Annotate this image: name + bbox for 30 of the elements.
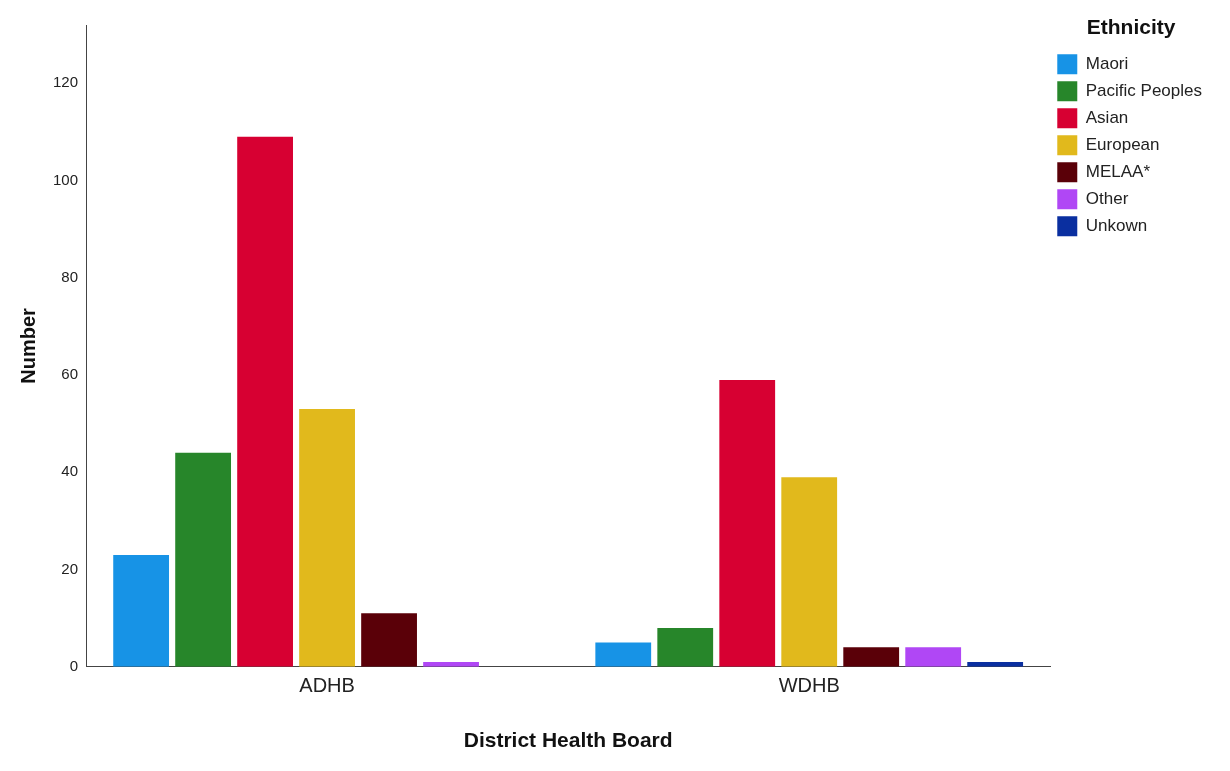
legend-label: European	[1085, 134, 1160, 154]
x-axis-title: District Health Board	[463, 728, 673, 752]
bar	[175, 452, 232, 667]
legend-label: Asian	[1085, 107, 1129, 127]
x-tick-label: ADHB	[299, 674, 355, 697]
bar	[905, 647, 962, 667]
legend-label: Other	[1085, 188, 1129, 208]
bar	[595, 642, 652, 667]
y-tick-label: 60	[61, 365, 79, 383]
legend-label: Unkown	[1085, 215, 1148, 235]
y-tick-label: 80	[61, 267, 79, 285]
bar	[781, 477, 838, 667]
bar	[657, 627, 714, 667]
legend-title: Ethnicity	[1086, 15, 1176, 39]
bar	[719, 379, 776, 667]
y-tick-label: 0	[69, 656, 79, 674]
bar	[299, 409, 355, 667]
legend-label: MELAA*	[1085, 161, 1151, 181]
bar	[843, 647, 900, 667]
bar	[237, 136, 293, 667]
bar	[361, 613, 417, 667]
legend-label: Maori	[1085, 53, 1129, 73]
y-tick-label: 20	[61, 559, 79, 577]
bar	[113, 554, 170, 667]
x-tick-label: WDHB	[778, 674, 840, 697]
y-tick-label: 100	[53, 170, 79, 188]
y-tick-label: 40	[61, 462, 79, 480]
y-axis-title: Number	[16, 307, 39, 384]
legend-label: Pacific Peoples	[1085, 80, 1203, 100]
y-tick-label: 120	[53, 73, 79, 91]
